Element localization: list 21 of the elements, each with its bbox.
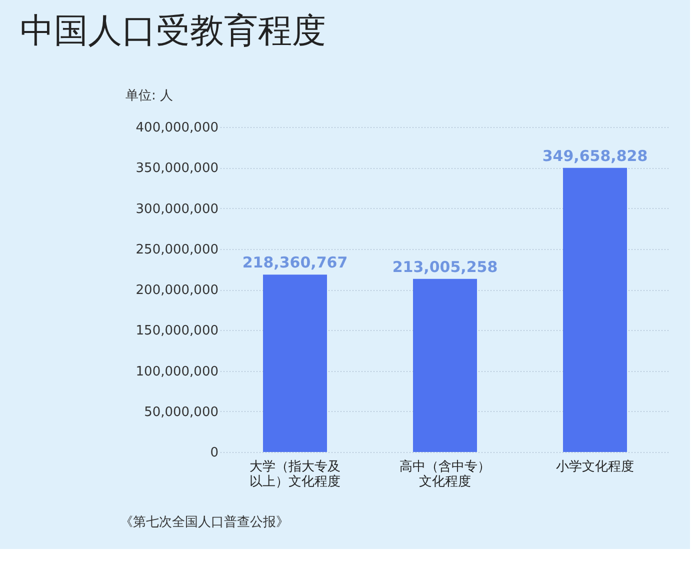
- data-label: 218,360,767: [242, 254, 348, 272]
- bar: [563, 168, 627, 452]
- x-tick-label: 高中（含中专）文化程度: [400, 458, 490, 490]
- bar: [263, 274, 327, 452]
- y-tick-label: 350,000,000: [136, 161, 218, 176]
- y-tick-label: 100,000,000: [136, 364, 218, 380]
- x-tick-label: 大学（指大专及以上）文化程度: [250, 460, 340, 490]
- y-tick-label: 300,000,000: [136, 202, 218, 217]
- y-axis-title: 单位: 人: [126, 88, 174, 104]
- y-tick-label: 150,000,000: [136, 324, 218, 339]
- text: 《第七次全国人口普查公报》: [120, 514, 289, 530]
- y-tick-label: 200,000,000: [136, 283, 218, 298]
- y-tick-label: 0: [210, 446, 218, 460]
- y-tick-label: 250,000,000: [136, 242, 218, 258]
- data-label: 213,005,258: [392, 258, 498, 276]
- data-label: 349,658,828: [542, 146, 648, 165]
- x-tick-label: 小学文化程度: [556, 458, 634, 474]
- bar: [413, 278, 477, 452]
- y-tick-label: 400,000,000: [136, 120, 218, 136]
- chart-title: 中国人口受教育程度: [20, 11, 326, 51]
- y-tick-label: 50,000,000: [144, 404, 218, 420]
